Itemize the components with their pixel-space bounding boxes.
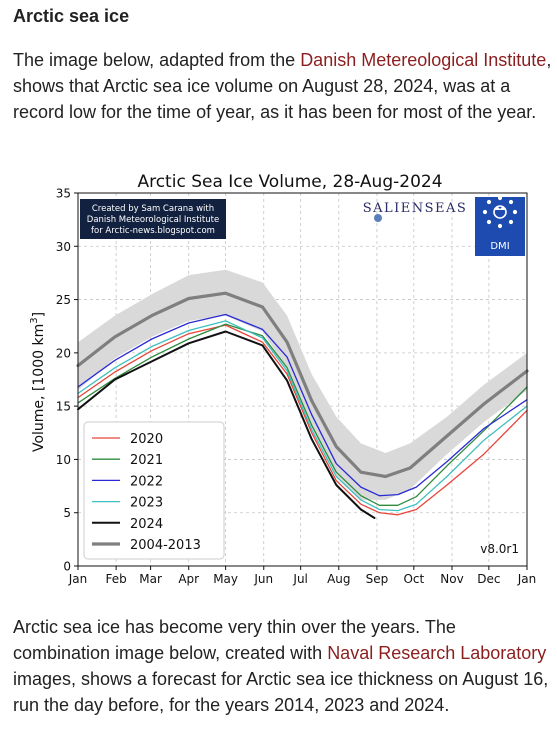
plot-frame xyxy=(77,192,528,567)
series-line-2004-2013 xyxy=(76,291,529,479)
dmi-label: DMI xyxy=(490,241,509,252)
x-tick-label: Sep xyxy=(366,572,389,586)
y-tick-label: 15 xyxy=(56,400,71,414)
sea-ice-volume-chart: Arctic Sea Ice Volume, 28-Aug-2024 0 5 10 1… xyxy=(29,172,537,586)
credit-line-2: Danish Meteorological Institute xyxy=(87,215,219,225)
nrl-link[interactable]: Naval Research Laboratory xyxy=(327,643,547,663)
y-axis-label: Volume, [1000 km3] xyxy=(29,312,47,452)
legend-box xyxy=(83,421,225,560)
x-tick-label: Apr xyxy=(178,572,199,586)
legend-label: 2024 xyxy=(130,517,163,532)
y-tick-label: 0 xyxy=(63,560,71,574)
credit-box: Created by Sam Carana with Danish Meteor… xyxy=(80,199,226,239)
salienseas-logo: SALIENSEAS xyxy=(363,201,468,222)
crown-icon xyxy=(482,195,518,229)
legend-label: 2022 xyxy=(130,474,163,489)
chart-axes xyxy=(77,192,528,567)
intro-text-start: The image below, adapted from the xyxy=(13,50,301,70)
x-tick-label: Jun xyxy=(253,572,273,586)
x-tick-label: Feb xyxy=(106,572,127,586)
y-tick-label: 25 xyxy=(56,293,71,307)
dmi-link[interactable]: Danish Metereological Institute xyxy=(300,50,547,70)
series-line-2024 xyxy=(77,330,376,519)
series-layer xyxy=(76,291,529,519)
range-band-layer xyxy=(78,269,527,500)
x-tick-label: Jan xyxy=(517,572,537,586)
y-tick-label: 20 xyxy=(56,346,71,360)
intro-paragraph: The image below, adapted from the Danish… xyxy=(13,47,553,125)
article-heading: Arctic sea ice xyxy=(13,6,130,26)
x-tick-label: Aug xyxy=(327,572,350,586)
x-tick-labels: Jan Feb Mar Apr May Jun Jul Aug Sep Oct Nov Dec Jan xyxy=(68,566,537,586)
series-line-2023 xyxy=(77,320,528,512)
chart-title: Arctic Sea Ice Volume, 28-Aug-2024 xyxy=(137,172,442,192)
x-tick-label: May xyxy=(213,572,238,586)
legend-label: 2023 xyxy=(130,496,163,511)
y-tick-labels: 0 5 10 15 20 25 30 35 xyxy=(56,187,78,574)
y-tick-label: 5 xyxy=(63,506,71,520)
credit-line-3: for Arctic-news.blogspot.com xyxy=(91,226,215,236)
range-band-2004-2013 xyxy=(78,269,527,500)
x-tick-label: Oct xyxy=(403,572,424,586)
series-line-2020 xyxy=(77,324,528,516)
x-tick-label: Jul xyxy=(292,572,307,586)
legend-label: 2021 xyxy=(130,453,163,468)
thickness-text-end: images, shows a forecast for Arctic sea … xyxy=(13,669,549,715)
salienseas-text: SALIENSEAS xyxy=(363,201,468,216)
intro-text-end: , shows that Arctic sea ice volume on Au… xyxy=(13,50,552,122)
version-label: v8.0r1 xyxy=(480,542,519,556)
series-line-2022 xyxy=(77,313,528,497)
thickness-text-start: Arctic sea ice has become very thin over… xyxy=(13,617,456,663)
y-tick-label: 30 xyxy=(56,240,71,254)
x-tick-label: Nov xyxy=(440,572,463,586)
salienseas-dot-icon xyxy=(374,214,382,222)
thickness-paragraph: Arctic sea ice has become very thin over… xyxy=(13,614,553,718)
legend-label: 2020 xyxy=(130,432,163,447)
y-tick-label: 10 xyxy=(56,453,71,467)
x-tick-label: Dec xyxy=(477,572,500,586)
series-line-2021 xyxy=(77,323,528,506)
y-tick-label: 35 xyxy=(56,187,71,201)
dmi-logo: DMI xyxy=(475,195,525,256)
chart-legend: 2020 2021 2022 2023 2024 2004-2013 xyxy=(83,421,225,560)
credit-line-1: Created by Sam Carana with xyxy=(92,204,214,214)
x-tick-label: Mar xyxy=(139,572,162,586)
legend-label: 2004-2013 xyxy=(130,538,201,553)
x-tick-label: Jan xyxy=(68,572,88,586)
